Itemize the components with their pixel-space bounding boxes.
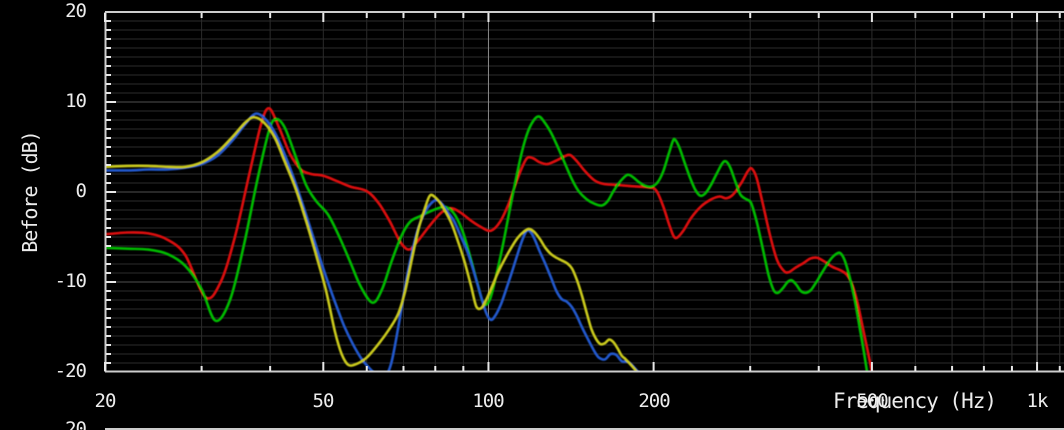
x-tick-label: 20 — [94, 390, 117, 412]
x-tick-label: 500 — [856, 390, 888, 412]
green-trace — [105, 115, 869, 372]
blue-trace — [105, 112, 640, 372]
x-tick-label: 200 — [638, 390, 670, 412]
x-tick-label: 1k — [1026, 390, 1049, 412]
x-axis-title: Frequency (Hz) — [833, 389, 997, 413]
y-tick-label: 10 — [65, 90, 87, 112]
y-tick-label: -20 — [54, 360, 87, 382]
y-axis-title: Before (dB) — [18, 131, 42, 253]
x-tick-label: 100 — [472, 390, 504, 412]
y-tick-label: 20 — [65, 0, 87, 22]
y-tick-label: 0 — [75, 180, 87, 202]
curves-layer — [105, 107, 874, 372]
red-trace — [105, 107, 874, 372]
next-panel-partial-y-label: 20 — [65, 418, 87, 430]
x-tick-label: 50 — [312, 390, 335, 412]
yellow-trace — [105, 116, 639, 372]
y-tick-label: -10 — [54, 270, 87, 292]
